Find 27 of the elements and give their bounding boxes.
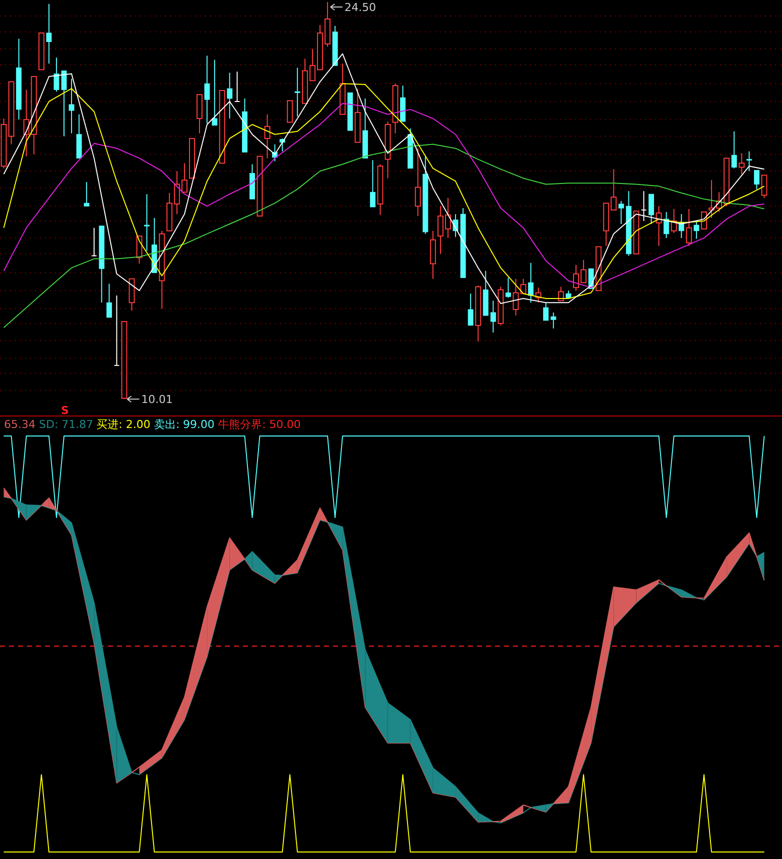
text: 牛熊分界: 50.00 — [218, 418, 301, 431]
candlestick — [16, 38, 22, 120]
candlestick — [490, 300, 496, 334]
text: 买进: 2.00 — [96, 418, 154, 431]
text: S — [61, 404, 70, 417]
candlestick — [475, 285, 482, 342]
candlestick — [414, 148, 421, 217]
candlestick — [144, 194, 150, 252]
candlestick — [430, 230, 436, 280]
candlestick — [204, 55, 210, 124]
candlestick — [264, 114, 270, 159]
candlestick — [46, 3, 52, 64]
candlestick — [294, 67, 300, 118]
annotation: 24.50 — [344, 1, 376, 14]
text: 65.34 — [4, 418, 39, 431]
candlestick — [550, 312, 556, 329]
candlestick — [640, 190, 647, 222]
text: 卖出: 99.00 — [154, 418, 218, 431]
candlestick — [656, 206, 662, 246]
candlestick — [664, 211, 670, 238]
candlestick — [226, 72, 232, 119]
annotation: 10.01 — [141, 393, 173, 406]
candlestick — [626, 190, 632, 256]
candlestick — [68, 78, 74, 134]
candlestick — [731, 130, 737, 169]
text: SD: 71.87 — [39, 418, 97, 431]
candlestick — [746, 150, 752, 172]
